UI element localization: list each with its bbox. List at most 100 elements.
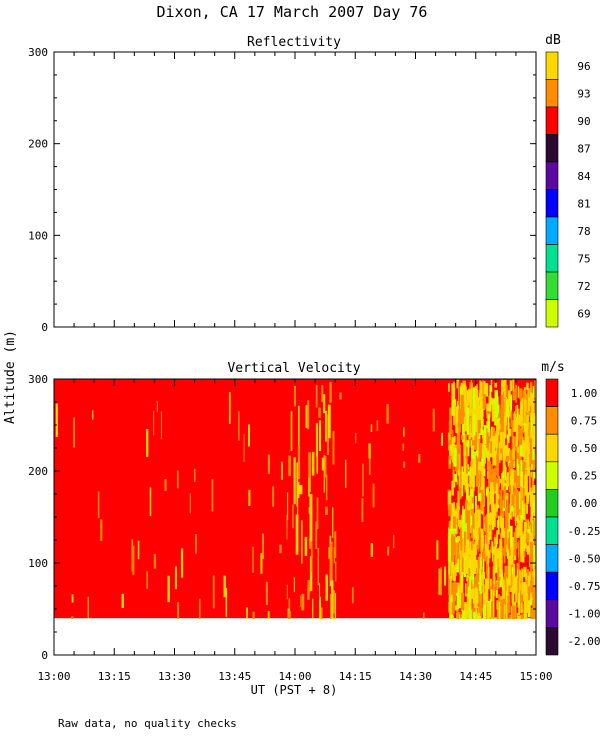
velocity-streak <box>450 534 454 562</box>
velocity-streak <box>454 547 457 565</box>
velocity-streak <box>462 380 466 407</box>
velocity-streak <box>332 430 335 465</box>
velocity-streak <box>480 495 483 512</box>
velocity-streak <box>512 567 516 594</box>
velocity-streak <box>492 469 495 494</box>
velocity-streak <box>100 519 103 541</box>
velocity-streak <box>529 438 534 465</box>
velocity-streak <box>461 548 464 573</box>
velocity-streak <box>487 566 490 590</box>
velocity-streak <box>195 534 197 554</box>
velocity-streak <box>463 442 466 457</box>
colorbar-swatch <box>545 544 559 573</box>
velocity-streak <box>325 574 328 601</box>
velocity-streak <box>456 437 459 462</box>
velocity-streak <box>532 600 535 619</box>
x-tick-label: 13:15 <box>98 670 131 683</box>
velocity-streak <box>499 570 503 588</box>
velocity-streak <box>501 379 504 407</box>
velocity-streak <box>517 615 520 619</box>
velocity-streak <box>476 457 479 487</box>
velocity-streak <box>488 502 490 518</box>
velocity-streak <box>521 536 524 558</box>
velocity-streak <box>325 474 328 501</box>
colorbar-swatch <box>545 627 559 656</box>
velocity-streak <box>272 486 275 507</box>
velocity-streak <box>483 477 485 508</box>
velocity-streak <box>137 540 140 560</box>
velocity-streak <box>502 473 506 491</box>
velocity-streak <box>287 492 289 521</box>
velocity-streak <box>444 566 447 586</box>
velocity-streak <box>458 471 461 490</box>
velocity-streak <box>160 411 162 440</box>
velocity-streak <box>447 503 450 510</box>
velocity-streak <box>298 405 300 446</box>
velocity-streak <box>527 599 531 618</box>
velocity-colorbar: m/s 1.00 0.75 0.50 0.25 0.00 -0.25 -0.50 -0.75 -1… <box>541 360 600 656</box>
velocity-streak <box>308 477 310 497</box>
velocity-streak <box>469 490 472 518</box>
velocity-streak <box>518 414 521 426</box>
velocity-streak <box>458 599 461 609</box>
velocity-streak <box>502 451 506 472</box>
velocity-streak <box>475 522 477 545</box>
velocity-streak <box>519 520 523 536</box>
velocity-streak <box>503 412 507 439</box>
velocity-streak <box>478 590 481 613</box>
colorbar-label: -2.00 <box>567 635 600 648</box>
colorbar-swatch <box>545 299 559 328</box>
velocity-streak <box>530 387 532 406</box>
velocity-streak <box>452 565 456 581</box>
velocity-streak <box>316 431 319 474</box>
velocity-streak <box>480 528 484 552</box>
velocity-streak <box>467 602 471 608</box>
velocity-streak <box>494 390 498 418</box>
velocity-streak <box>297 505 299 551</box>
velocity-streak <box>452 452 454 482</box>
footer-note: Raw data, no quality checks <box>58 717 237 730</box>
velocity-streak <box>522 555 525 563</box>
x-tick-labels: 13:00 13:15 13:30 13:45 14:00 14:15 14:30 14:45… <box>37 670 552 683</box>
velocity-streak <box>494 550 498 565</box>
velocity-streak <box>528 459 531 470</box>
velocity-streak <box>448 602 450 613</box>
velocity-streak <box>531 404 535 421</box>
velocity-streak <box>500 489 502 510</box>
velocity-streak <box>453 403 455 426</box>
velocity-streak <box>87 596 89 619</box>
velocity-streak <box>449 459 451 465</box>
velocity-streak <box>189 493 191 514</box>
velocity-streak <box>530 564 533 594</box>
velocity-streak <box>482 432 485 450</box>
velocity-streak <box>507 499 509 530</box>
velocity-streak <box>457 381 460 406</box>
velocity-streak <box>515 417 518 447</box>
velocity-streak <box>523 521 527 547</box>
velocity-streak <box>453 469 455 483</box>
velocity-streak <box>311 451 315 476</box>
velocity-streak <box>456 379 460 389</box>
velocity-streak <box>489 453 494 458</box>
colorbar-label: 90 <box>577 115 590 128</box>
velocity-streak <box>456 540 459 559</box>
velocity-streak <box>513 388 517 401</box>
velocity-streak <box>252 611 255 619</box>
velocity-streak <box>506 593 511 605</box>
velocity-streak <box>146 428 149 458</box>
velocity-streak <box>315 521 318 549</box>
velocity-streak <box>501 418 505 432</box>
velocity-streak <box>305 405 308 428</box>
velocity-streak <box>260 553 263 574</box>
velocity-streak <box>492 451 497 466</box>
velocity-streak <box>498 601 501 619</box>
velocity-streak <box>460 434 464 440</box>
velocity-streak <box>529 532 534 549</box>
velocity-streak <box>451 587 454 593</box>
velocity-streak <box>472 462 475 492</box>
velocity-streak <box>193 469 196 482</box>
velocity-streak <box>530 608 534 619</box>
velocity-streak <box>515 587 518 603</box>
velocity-streak <box>475 389 479 405</box>
